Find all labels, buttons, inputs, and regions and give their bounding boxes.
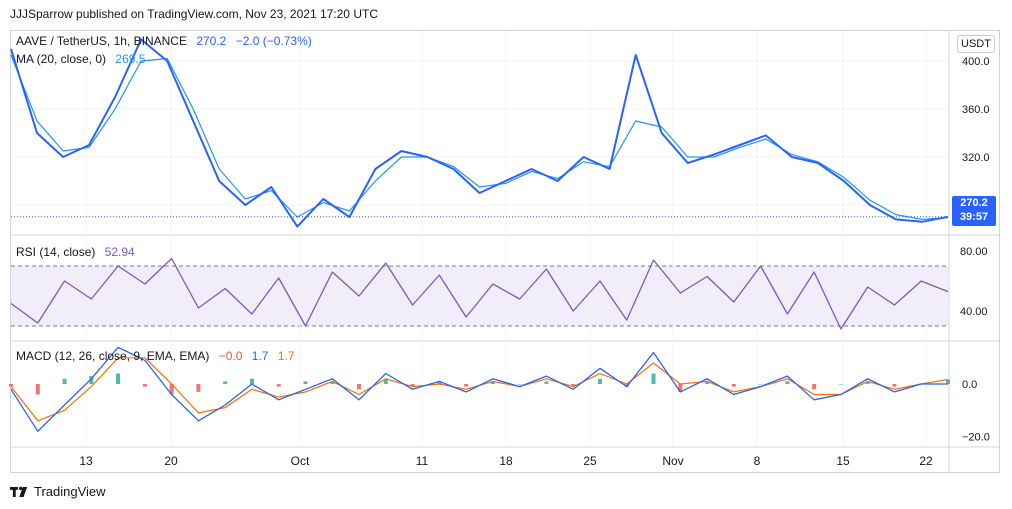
chart-frame[interactable] xyxy=(10,30,1000,473)
x-tick-label: 13 xyxy=(79,454,93,468)
macd-histogram-bar xyxy=(303,381,308,384)
price-tick-label: 360.0 xyxy=(962,104,990,116)
macd-histogram-bar xyxy=(517,384,522,385)
macd-histogram-bar xyxy=(678,384,683,392)
x-tick-label: 11 xyxy=(416,454,429,468)
rsi-legend: RSI (14, close) 52.94 xyxy=(16,245,135,259)
macd-legend: MACD (12, 26, close, 9, EMA, EMA) −0.0 1… xyxy=(16,349,295,363)
price-tag-countdown: 39:57 xyxy=(959,211,989,223)
macd-histogram-bar xyxy=(705,381,710,384)
macd-histogram-bar xyxy=(946,379,950,384)
price-tag-value: 270.2 xyxy=(960,197,988,209)
macd-histogram-bar xyxy=(464,384,469,387)
ma-legend: MA (20, close, 0) 269.5 xyxy=(16,52,145,66)
footer: TradingView xyxy=(10,484,106,499)
last-price: 270.2 xyxy=(196,34,227,48)
macd-histogram-bar xyxy=(785,381,790,384)
macd-histogram-bar xyxy=(330,381,335,384)
tradingview-logo-icon xyxy=(10,486,28,497)
macd-signal-value: 1.7 xyxy=(251,349,269,363)
macd-histogram-bar xyxy=(544,381,549,384)
macd-histogram-bar xyxy=(410,384,415,387)
x-tick-label: 20 xyxy=(164,454,178,468)
signal-line xyxy=(10,357,949,422)
macd-histogram-bar xyxy=(196,384,201,392)
price-line xyxy=(10,38,949,228)
main-legend: AAVE / TetherUS, 1h, BINANCE 270.2 −2.0 … xyxy=(16,34,312,48)
macd-histogram-bar xyxy=(624,384,629,387)
rsi-tick-label: 40.00 xyxy=(960,306,988,318)
last-price-tag: 270.2 39:57 xyxy=(952,196,996,226)
macd-histogram-bar xyxy=(812,384,817,390)
x-tick-label: Nov xyxy=(662,454,683,468)
macd-histogram-bar xyxy=(597,378,602,384)
macd-histogram-bar xyxy=(571,384,576,387)
macd-histogram-bar xyxy=(357,384,362,390)
ma-value: 269.5 xyxy=(115,52,146,66)
rsi-value: 52.94 xyxy=(104,245,135,259)
x-tick-label: 8 xyxy=(754,454,761,468)
rsi-tick-label: 80.00 xyxy=(960,246,988,258)
macd-histogram-bar xyxy=(758,384,763,385)
macd-histogram-bar xyxy=(731,384,736,387)
x-tick-label: 18 xyxy=(499,454,513,468)
rsi-line xyxy=(10,257,949,330)
macd-histogram-bar xyxy=(62,378,67,384)
macd-label: MACD (12, 26, close, 9, EMA, EMA) xyxy=(16,349,210,363)
x-tick-label: 25 xyxy=(583,454,597,468)
macd-histogram-bar xyxy=(865,381,870,384)
macd-histogram-bar xyxy=(9,384,13,387)
currency-button[interactable]: USDT xyxy=(957,35,995,53)
macd-histogram-bar xyxy=(892,384,897,387)
macd-histogram-bar xyxy=(249,378,254,384)
macd-tick-label: 0.0 xyxy=(962,379,977,391)
macd-value: −0.0 xyxy=(218,349,243,363)
macd-histogram-bar xyxy=(838,384,843,385)
macd-histogram-bar xyxy=(89,376,94,384)
ma-label: MA (20, close, 0) xyxy=(16,52,107,66)
footer-brand: TradingView xyxy=(34,484,106,499)
rsi-band-fill xyxy=(11,266,948,326)
macd-hist-value: 1.7 xyxy=(277,349,295,363)
macd-histogram-bar xyxy=(276,384,281,387)
publish-header: JJJSparrow published on TradingView.com,… xyxy=(10,7,378,21)
price-change: −2.0 (−0.73%) xyxy=(235,34,312,48)
macd-histogram-bar xyxy=(437,381,442,384)
x-tick-label: 15 xyxy=(836,454,850,468)
ma-line xyxy=(10,54,949,220)
macd-histogram-bar xyxy=(142,384,147,387)
x-tick-label: Oct xyxy=(291,454,310,468)
macd-histogram-bar xyxy=(35,384,40,395)
macd-tick-label: −20.0 xyxy=(962,432,990,444)
macd-histogram-bar xyxy=(116,373,121,384)
macd-histogram-bar xyxy=(169,384,174,395)
x-tick-label: 22 xyxy=(919,454,933,468)
price-tick-label: 400.0 xyxy=(962,56,990,68)
macd-histogram-bar xyxy=(383,378,388,384)
price-tick-label: 320.0 xyxy=(962,152,990,164)
macd-line xyxy=(10,346,948,432)
macd-histogram-bar xyxy=(651,373,656,384)
symbol-label: AAVE / TetherUS, 1h, BINANCE xyxy=(16,34,187,48)
macd-histogram-bar xyxy=(223,381,228,384)
macd-histogram-bar xyxy=(490,381,495,384)
rsi-label: RSI (14, close) xyxy=(16,245,96,259)
